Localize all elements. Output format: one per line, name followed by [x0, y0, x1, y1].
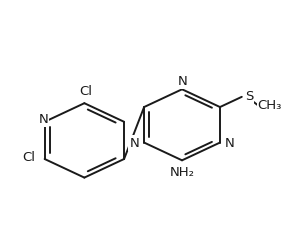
Text: Cl: Cl	[23, 151, 36, 164]
Text: N: N	[38, 113, 48, 126]
Text: CH₃: CH₃	[258, 99, 282, 112]
Text: N: N	[178, 75, 187, 88]
Text: S: S	[245, 90, 253, 103]
Text: Cl: Cl	[79, 85, 92, 98]
Text: NH₂: NH₂	[170, 166, 195, 179]
Text: N: N	[225, 137, 235, 150]
Text: N: N	[129, 137, 139, 150]
